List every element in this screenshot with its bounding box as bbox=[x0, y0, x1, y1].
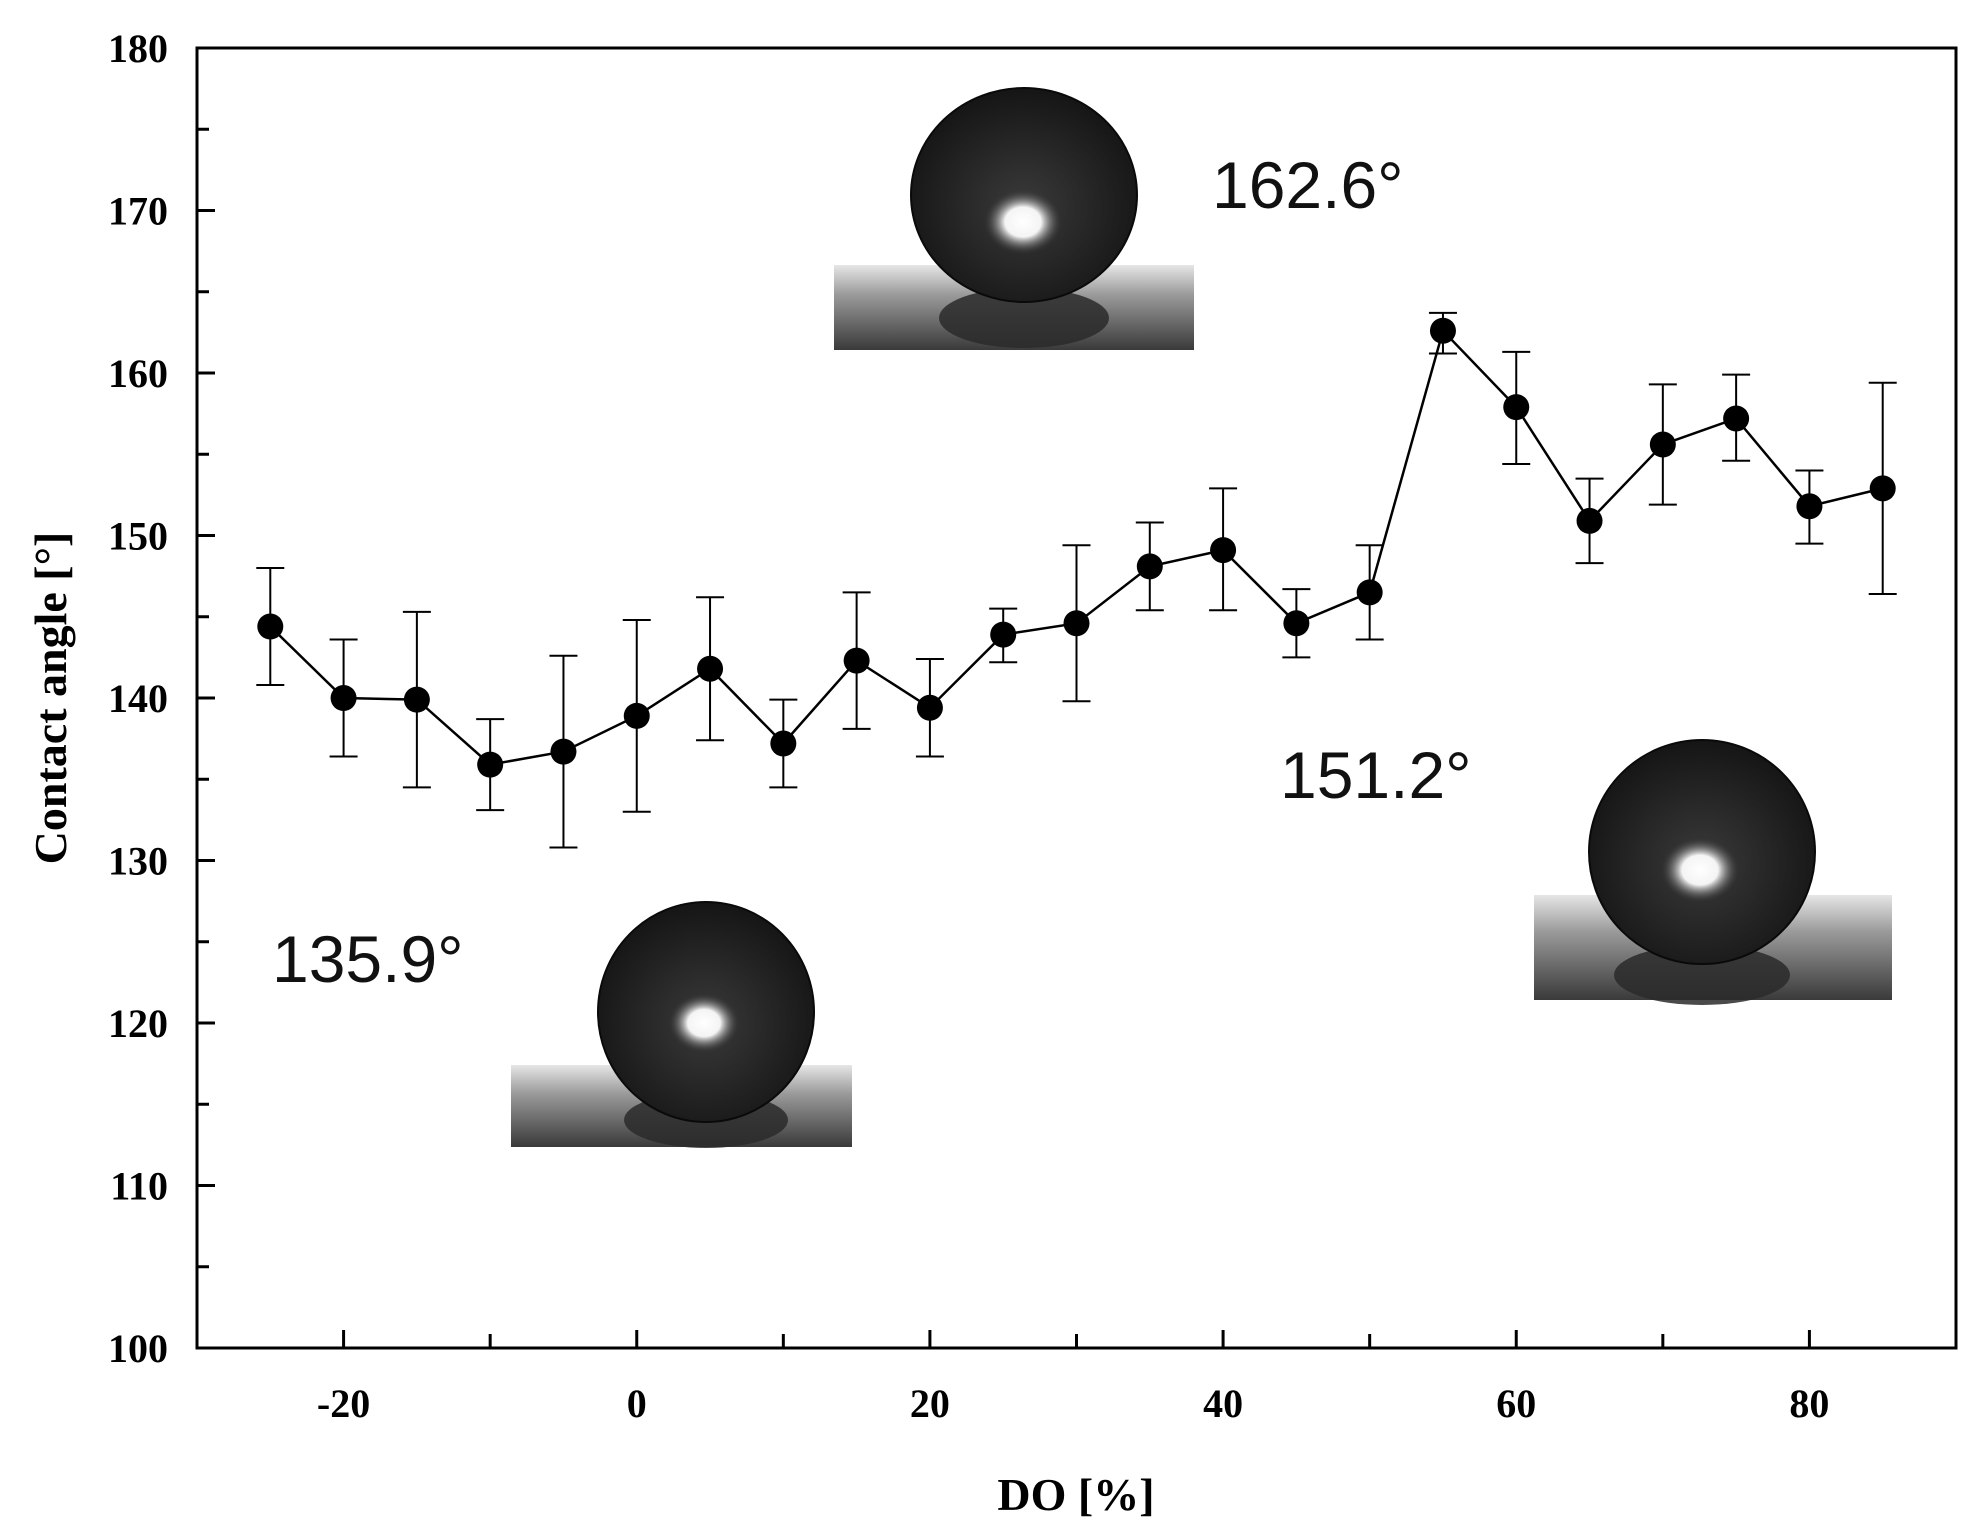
y-tick-label: 150 bbox=[108, 514, 168, 559]
data-point bbox=[1136, 553, 1163, 580]
data-point bbox=[697, 655, 724, 682]
x-tick-label: 20 bbox=[910, 1381, 950, 1426]
y-tick-label: 100 bbox=[108, 1326, 168, 1371]
data-point bbox=[1576, 507, 1603, 534]
data-point bbox=[403, 686, 430, 713]
y-axis-title: Contact angle [°] bbox=[25, 532, 76, 865]
data-point bbox=[990, 621, 1017, 648]
x-tick-label: 40 bbox=[1203, 1381, 1243, 1426]
x-tick-label: 60 bbox=[1496, 1381, 1536, 1426]
data-point bbox=[1649, 431, 1676, 458]
y-tick-label: 170 bbox=[108, 189, 168, 234]
droplet-inset-left bbox=[511, 901, 852, 1148]
data-point bbox=[550, 738, 577, 765]
data-point bbox=[1723, 405, 1750, 432]
y-tick-label: 110 bbox=[110, 1164, 168, 1209]
data-point bbox=[1796, 493, 1823, 520]
axis-ticks bbox=[197, 46, 1811, 1350]
data-point bbox=[1503, 394, 1530, 421]
data-point bbox=[1210, 537, 1237, 564]
data-point bbox=[843, 647, 870, 674]
tick-labels: -20 0 20 40 60 80 100 110 120 130 140 150 160 170 180 bbox=[108, 26, 1829, 1426]
data-point bbox=[770, 730, 797, 757]
data-point bbox=[916, 694, 943, 721]
annotation-mid: 151.2° bbox=[1280, 738, 1472, 812]
data-point bbox=[1063, 610, 1090, 637]
droplet-inset-top bbox=[834, 87, 1194, 350]
data-point bbox=[1429, 317, 1456, 344]
data-point bbox=[623, 702, 650, 729]
data-points bbox=[257, 317, 1896, 778]
data-point bbox=[477, 751, 504, 778]
data-point bbox=[330, 685, 357, 711]
y-tick-label: 120 bbox=[108, 1001, 168, 1046]
x-tick-label: -20 bbox=[317, 1381, 370, 1426]
x-axis-title: DO [%] bbox=[997, 1469, 1154, 1520]
data-point bbox=[1356, 579, 1383, 606]
y-tick-label: 160 bbox=[108, 351, 168, 396]
data-point bbox=[1869, 475, 1896, 502]
x-tick-label: 80 bbox=[1789, 1381, 1829, 1426]
data-point bbox=[1283, 610, 1310, 637]
y-tick-label: 130 bbox=[108, 839, 168, 884]
annotation-left: 135.9° bbox=[272, 922, 464, 996]
x-tick-label: 0 bbox=[627, 1381, 647, 1426]
y-tick-label: 180 bbox=[108, 26, 168, 71]
annotation-top: 162.6° bbox=[1212, 148, 1404, 222]
data-point bbox=[257, 613, 284, 640]
y-tick-label: 140 bbox=[108, 676, 168, 721]
droplet-inset-right bbox=[1534, 739, 1892, 1005]
